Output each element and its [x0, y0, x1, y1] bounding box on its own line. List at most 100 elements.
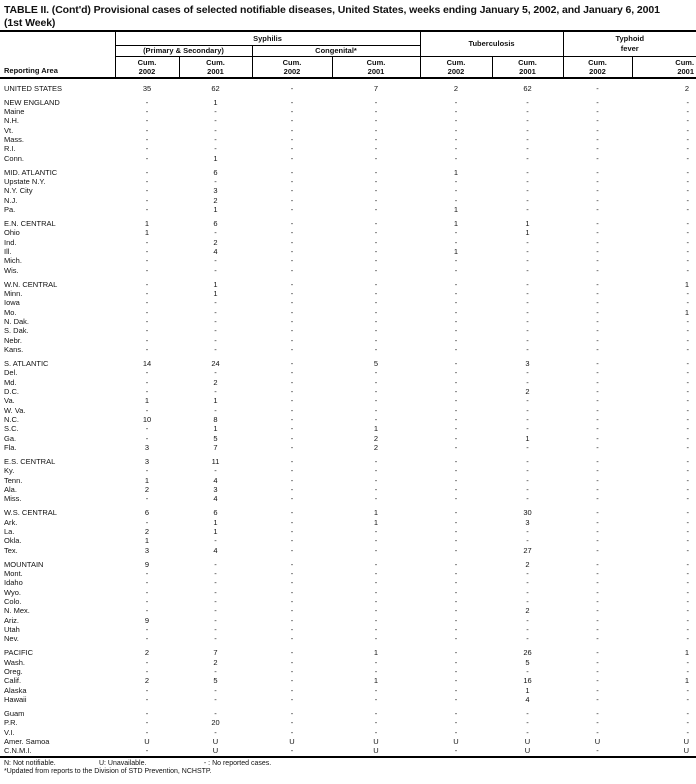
- value-cell: 14: [142, 358, 152, 368]
- value-cell: -: [145, 144, 149, 154]
- value-cell: -: [374, 578, 378, 588]
- value-cell: -: [290, 666, 294, 676]
- reporting-area-cell: MOUNTAIN: [4, 559, 44, 569]
- value-cell: -: [145, 377, 149, 387]
- value-cell: -: [686, 666, 690, 676]
- value-cell: -: [145, 167, 149, 177]
- value-cell: -: [454, 694, 458, 704]
- value-cell: -: [454, 433, 458, 443]
- value-cell: -: [374, 218, 378, 228]
- value-cell: -: [686, 615, 690, 625]
- reporting-area-cell: Ohio: [4, 228, 20, 238]
- value-cell: -: [454, 708, 458, 718]
- table-row: Guam - - - - - - - -: [0, 704, 696, 718]
- value-cell: -: [374, 167, 378, 177]
- value-cell: -: [374, 475, 378, 485]
- value-cell: U: [373, 736, 379, 746]
- value-cell: -: [214, 386, 217, 396]
- value-cell: -: [526, 634, 529, 644]
- reporting-area-cell: Va.: [4, 396, 15, 406]
- value-cell: -: [686, 106, 690, 116]
- value-cell: 4: [213, 475, 218, 485]
- value-cell: -: [290, 484, 294, 494]
- value-cell: -: [526, 587, 529, 597]
- value-cell: -: [290, 526, 294, 536]
- table-row: Ga. - 5 - 2 - 1 - -: [0, 434, 696, 443]
- value-cell: -: [214, 466, 217, 476]
- value-cell: -: [686, 536, 690, 546]
- value-cell: 1: [453, 167, 459, 177]
- value-cell: -: [290, 433, 294, 443]
- value-cell: -: [526, 204, 529, 214]
- value-cell: -: [214, 624, 217, 634]
- value-cell: -: [596, 718, 599, 728]
- reporting-area-cell: Utah: [4, 624, 20, 634]
- region-section: NEW ENGLAND -1- - - - - - Maine - - - - - - - - N.H. - - - -…: [0, 93, 696, 163]
- table-row: D.C. - - - - - 2 - -: [0, 387, 696, 396]
- value-cell: -: [374, 568, 378, 578]
- reporting-area-cell: Wash.: [4, 657, 25, 667]
- region-section: PACIFIC 2 7-1-26-1 Wash. -2- - -5- - Oreg. - - - - - -…: [0, 644, 696, 705]
- table-row: Ariz. 9 - - - - - - -: [0, 616, 696, 625]
- value-cell: -: [526, 466, 529, 476]
- value-cell: U: [683, 736, 690, 746]
- value-cell: -: [145, 204, 149, 214]
- value-cell: -: [596, 368, 599, 378]
- region-section: W.S. CENTRAL 6 6-1-30- - Ark. -1-1-3- - La. 2 1- -…: [0, 504, 696, 555]
- cum-year-header: Cum. 2001: [491, 56, 564, 79]
- reporting-area-cell: S. Dak.: [4, 326, 29, 336]
- value-cell: -: [686, 587, 690, 597]
- value-cell: -: [526, 176, 529, 186]
- value-cell: -: [145, 685, 149, 695]
- value-cell: -: [145, 368, 149, 378]
- value-cell: -: [596, 144, 599, 154]
- value-cell: 1: [373, 676, 379, 686]
- value-cell: -: [214, 615, 217, 625]
- value-cell: 1: [213, 279, 218, 289]
- typhoid-label-line2: fever: [620, 43, 639, 53]
- value-cell: -: [374, 414, 378, 424]
- value-cell: 2: [525, 606, 530, 616]
- value-cell: -: [374, 587, 378, 597]
- value-cell: U: [683, 746, 690, 756]
- value-cell: -: [145, 195, 149, 205]
- value-cell: 1: [144, 218, 150, 228]
- value-cell: -: [145, 97, 149, 107]
- value-cell: -: [374, 634, 378, 644]
- table-row: N.J. - 2 - - - - - -: [0, 196, 696, 205]
- value-cell: -: [374, 694, 378, 704]
- value-cell: -: [290, 288, 294, 298]
- value-cell: -: [374, 204, 378, 214]
- table-row: Hawaii - - - - - 4 - -: [0, 695, 696, 704]
- value-cell: -: [686, 237, 690, 247]
- value-cell: -: [374, 708, 378, 718]
- value-cell: -: [374, 685, 378, 695]
- footnote-not-notifiable: N: Not notifiable.: [4, 759, 56, 767]
- value-cell: -: [145, 386, 149, 396]
- value-cell: -: [596, 377, 599, 387]
- value-cell: -: [374, 288, 378, 298]
- value-cell: 6: [213, 167, 218, 177]
- value-cell: 1: [373, 517, 379, 527]
- value-cell: -: [596, 97, 599, 107]
- reporting-area-cell: Minn.: [4, 288, 23, 298]
- region-section: E.N. CENTRAL 1 6- -1 1- - Ohio 1- - - -1- - Ind. -2- -…: [0, 214, 696, 275]
- value-cell: -: [290, 442, 294, 452]
- value-cell: 1: [453, 246, 459, 256]
- value-cell: -: [596, 624, 599, 634]
- value-cell: -: [454, 265, 458, 275]
- value-cell: -: [686, 326, 690, 336]
- value-cell: -: [686, 97, 690, 107]
- reporting-area-cell: D.C.: [4, 386, 19, 396]
- value-cell: -: [526, 494, 529, 504]
- value-cell: -: [374, 116, 378, 126]
- value-cell: -: [290, 508, 294, 518]
- value-cell: -: [374, 125, 378, 135]
- reporting-area-cell: MID. ATLANTIC: [4, 167, 58, 177]
- value-cell: -: [145, 624, 149, 634]
- table-row: Colo. - - - - - - - -: [0, 597, 696, 606]
- footnote-legend-line: N: Not notifiable. U: Unavailable. - : N…: [4, 760, 696, 769]
- value-cell: -: [454, 368, 458, 378]
- reporting-area-cell: Guam: [4, 708, 25, 718]
- value-cell: -: [145, 606, 149, 616]
